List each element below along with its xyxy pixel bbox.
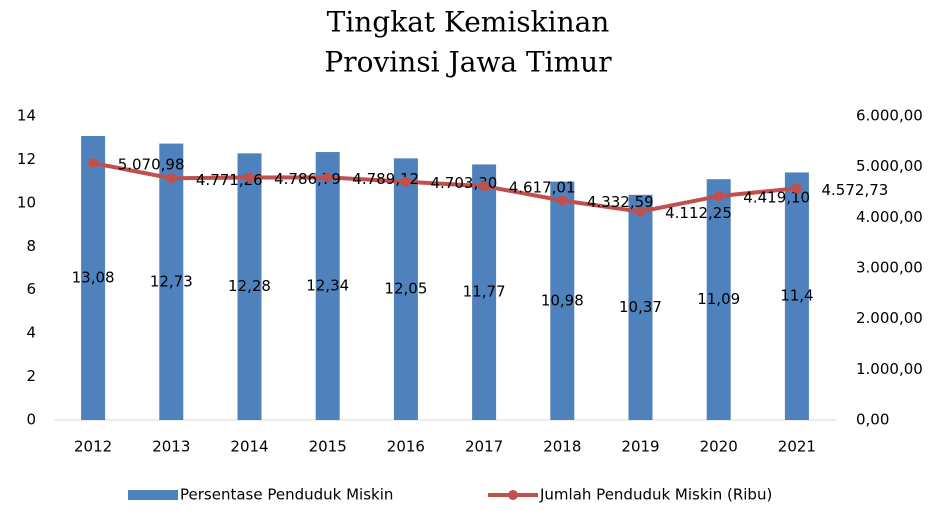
line <box>92 161 798 214</box>
y-tick-label: 8 <box>26 237 36 255</box>
y2-tick-label: 6.000,00 <box>856 107 923 125</box>
y-tick-label: 14 <box>17 107 36 125</box>
x-tick-label: 2018 <box>543 438 581 456</box>
y2-tick-label: 3.000,00 <box>856 259 923 277</box>
data-label: 5.070,98 <box>118 156 185 174</box>
line-marker <box>479 181 490 192</box>
line-marker <box>635 206 646 217</box>
data-label: 4.419,10 <box>743 189 810 207</box>
data-label: 11,09 <box>697 290 740 308</box>
x-tick-label: 2017 <box>465 438 503 456</box>
y2-tick-label: 2.000,00 <box>856 309 923 327</box>
bar <box>315 152 340 420</box>
data-label: 4.572,73 <box>822 181 889 199</box>
x-tick-label: 2014 <box>230 438 268 456</box>
bar <box>159 143 184 420</box>
data-label: 4.617,01 <box>509 179 576 197</box>
y2-tick-label: 4.000,00 <box>856 208 923 226</box>
chart-title: Provinsi Jawa Timur <box>324 46 612 79</box>
data-label: 12,28 <box>228 277 271 295</box>
bar <box>472 164 497 420</box>
line-marker <box>244 172 255 183</box>
data-label: 10,98 <box>541 291 584 309</box>
y-tick-label: 6 <box>26 280 36 298</box>
y-tick-label: 12 <box>17 150 36 168</box>
chart-title: Tingkat Kemiskinan <box>327 6 610 39</box>
data-label: 4.332,59 <box>587 193 654 211</box>
line-marker <box>166 173 177 184</box>
data-label: 11,4 <box>780 287 813 305</box>
bar <box>237 153 262 420</box>
bar <box>784 172 809 420</box>
y2-tick-label: 0,00 <box>856 411 889 429</box>
data-label: 12,73 <box>150 272 193 290</box>
data-label: 11,77 <box>463 283 506 301</box>
bar <box>550 181 575 420</box>
line-marker <box>557 195 568 206</box>
legend-swatch <box>128 490 178 500</box>
data-label: 10,37 <box>619 298 662 316</box>
line-marker <box>713 191 724 202</box>
x-tick-label: 2012 <box>74 438 112 456</box>
x-tick-label: 2020 <box>700 438 738 456</box>
legend-swatch <box>508 490 518 500</box>
y2-tick-label: 5.000,00 <box>856 157 923 175</box>
line-marker <box>88 158 99 169</box>
x-tick-label: 2013 <box>152 438 190 456</box>
y-tick-label: 4 <box>26 324 36 342</box>
data-label: 4.112,25 <box>665 204 732 222</box>
bar <box>628 194 653 420</box>
x-tick-label: 2021 <box>778 438 816 456</box>
data-label: 13,08 <box>72 268 115 286</box>
line-marker <box>400 176 411 187</box>
y-tick-label: 2 <box>26 367 36 385</box>
y-tick-label: 0 <box>26 411 36 429</box>
data-label: 12,05 <box>384 280 427 298</box>
line-marker <box>791 183 802 194</box>
bar <box>81 135 106 420</box>
y-tick-label: 10 <box>17 193 36 211</box>
x-tick-label: 2016 <box>387 438 425 456</box>
x-tick-label: 2015 <box>309 438 347 456</box>
y2-tick-label: 1.000,00 <box>856 360 923 378</box>
legend-label: Jumlah Penduduk Miskin (Ribu) <box>539 486 772 504</box>
bar <box>706 179 731 420</box>
line-marker <box>322 172 333 183</box>
bar <box>393 158 418 421</box>
data-label: 12,34 <box>306 277 349 295</box>
legend-label: Persentase Penduduk Miskin <box>180 486 393 504</box>
x-tick-label: 2019 <box>621 438 659 456</box>
